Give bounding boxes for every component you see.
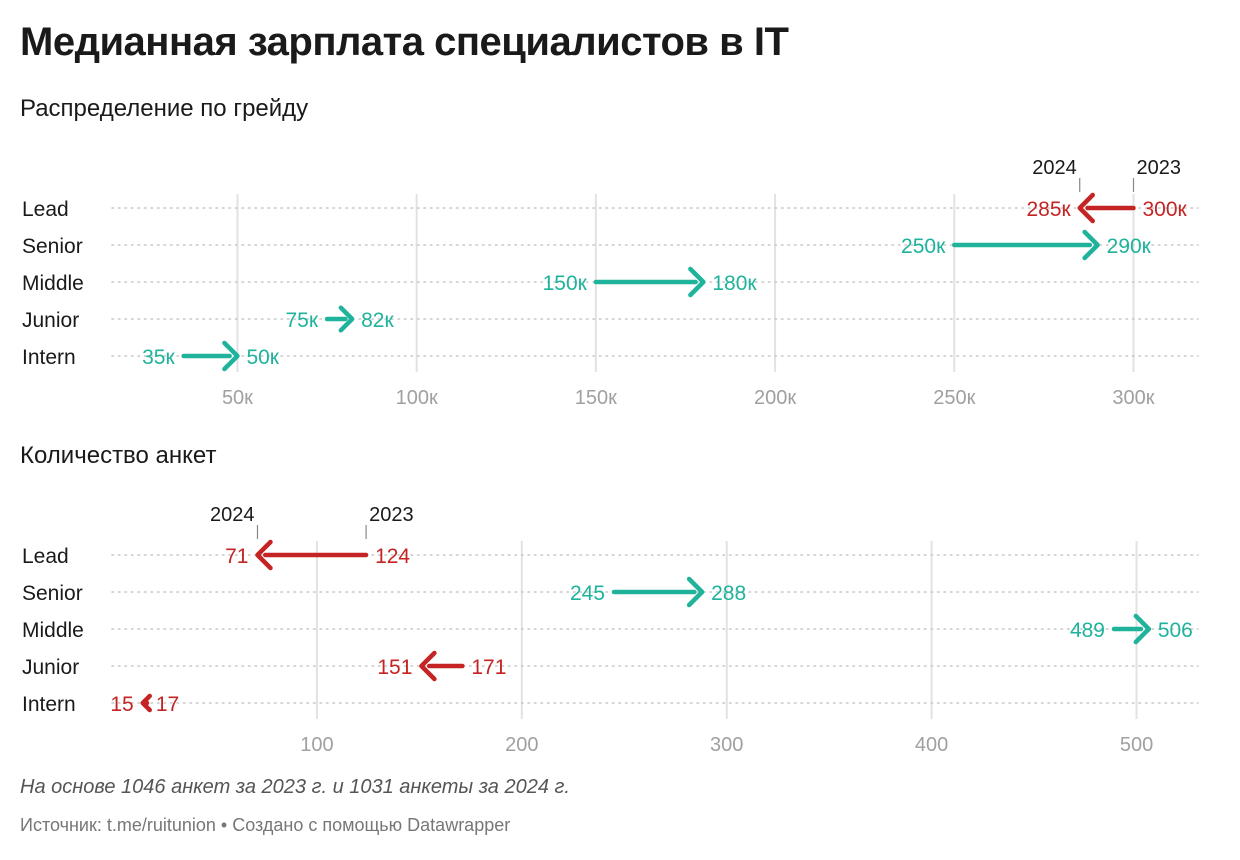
change-arrow-head: [1082, 229, 1100, 261]
count-section-title: Количество анкет: [20, 442, 217, 469]
x-tick-label: 100к: [396, 387, 438, 409]
footnote: На основе 1046 анкет за 2023 г. и 1031 а…: [20, 776, 570, 798]
change-arrow-head: [686, 576, 705, 608]
change-arrow-head: [1077, 192, 1095, 224]
value-label-2024: 506: [1158, 619, 1193, 642]
year-label-2024: 2024: [1032, 157, 1077, 179]
chart-title: Медианная зарплата специалистов в IT: [20, 20, 789, 64]
change-arrow-head: [140, 693, 152, 713]
change-arrow-head: [688, 266, 706, 298]
x-tick-label: 50к: [222, 387, 253, 409]
value-label-2023: 489: [1070, 619, 1105, 642]
year-label-2023: 2023: [369, 504, 414, 526]
x-tick-label: 150к: [575, 387, 617, 409]
category-label: Junior: [22, 656, 79, 679]
x-tick-label: 400: [915, 734, 948, 756]
category-label: Intern: [22, 693, 76, 716]
change-arrow-head: [255, 539, 273, 571]
year-label-2023: 2023: [1136, 157, 1181, 179]
salary-arrow-chart: 50к 100к 150к 200к 250к 300к Lead 300к 285к Senio…: [22, 157, 1199, 409]
category-label: Intern: [22, 346, 76, 369]
value-label-2024: 50к: [246, 346, 279, 369]
category-label: Lead: [22, 545, 69, 568]
value-label-2023: 250к: [901, 235, 946, 258]
year-label-2024: 2024: [210, 504, 255, 526]
x-tick-label: 100: [300, 734, 333, 756]
x-tick-label: 500: [1120, 734, 1153, 756]
value-label-2023: 245: [570, 582, 605, 605]
value-label-2023: 171: [471, 656, 506, 679]
value-label-2024: 71: [225, 545, 248, 568]
x-tick-label: 200: [505, 734, 538, 756]
value-label-2024: 151: [377, 656, 412, 679]
x-tick-label: 300: [710, 734, 743, 756]
change-arrow-head: [419, 650, 437, 682]
value-label-2023: 300к: [1142, 198, 1187, 221]
category-label: Middle: [22, 272, 84, 295]
category-label: Senior: [22, 235, 83, 258]
value-label-2023: 17: [156, 693, 179, 716]
x-tick-label: 200к: [754, 387, 796, 409]
value-label-2024: 82к: [361, 309, 394, 332]
value-label-2024: 285к: [1026, 198, 1071, 221]
change-arrow-head: [222, 340, 240, 372]
value-label-2024: 288: [711, 582, 746, 605]
value-label-2023: 124: [375, 545, 410, 568]
salary-section-title: Распределение по грейду: [20, 95, 309, 122]
value-label-2024: 180к: [712, 272, 757, 295]
value-label-2023: 35к: [142, 346, 175, 369]
count-arrow-chart: 100 200 300 400 500 Lead 124 71 Senior 245 288 Midd…: [22, 504, 1199, 756]
value-label-2024: 290к: [1107, 235, 1152, 258]
category-label: Lead: [22, 198, 69, 221]
value-label-2024: 15: [110, 693, 133, 716]
category-label: Middle: [22, 619, 84, 642]
x-tick-label: 250к: [933, 387, 975, 409]
category-label: Senior: [22, 582, 83, 605]
category-label: Junior: [22, 309, 79, 332]
value-label-2023: 150к: [543, 272, 588, 295]
change-arrow-head: [1133, 613, 1152, 645]
source-line: Источник: t.me/ruitunion • Создано с пом…: [20, 815, 511, 835]
x-tick-label: 300к: [1112, 387, 1154, 409]
value-label-2023: 75к: [286, 309, 319, 332]
change-arrow-head: [338, 305, 355, 333]
